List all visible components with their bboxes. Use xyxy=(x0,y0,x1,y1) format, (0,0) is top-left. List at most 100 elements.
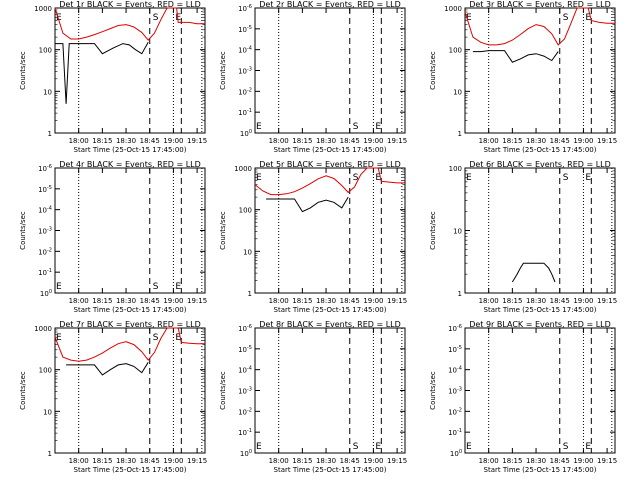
y-axis-label: Counts/sec xyxy=(19,371,27,410)
marker-s-label: S xyxy=(153,333,159,343)
y-tick-label: 1000 xyxy=(444,5,462,13)
marker-s-label: S xyxy=(353,442,359,452)
x-axis-label: Start Time (25-Oct-15 17:45:00) xyxy=(74,306,187,314)
marker-e-left-label: E xyxy=(466,442,472,452)
y-tick-label: 10-1 xyxy=(238,108,252,117)
marker-s-label: S xyxy=(563,442,569,452)
series-events xyxy=(511,262,556,283)
x-tick-label: 19:15 xyxy=(597,137,617,145)
series-lld xyxy=(54,327,205,362)
y-tick-label: 1000 xyxy=(34,5,52,13)
marker-e-label: E xyxy=(375,122,381,132)
x-tick-label: 18:00 xyxy=(269,457,289,465)
y-tick-label: 10 xyxy=(453,228,462,236)
panel-det-1: Det 1r BLACK = Events, RED = LLD 1 10 100 10… xyxy=(19,0,207,154)
marker-e-label: E xyxy=(585,173,591,183)
marker-e-label: E xyxy=(585,13,591,23)
series-events xyxy=(266,196,349,213)
y-tick-label: 10-5 xyxy=(38,185,52,194)
x-tick-label: 19:15 xyxy=(387,137,407,145)
x-tick-label: 18:45 xyxy=(550,457,570,465)
series-events xyxy=(55,42,149,104)
y-tick-label: 10-6 xyxy=(38,164,52,173)
x-tick-label: 18:45 xyxy=(340,297,360,305)
y-tick-label: 10 xyxy=(243,248,252,256)
marker-e-left-label: E xyxy=(466,173,472,183)
y-tick-label: 10-6 xyxy=(448,324,462,333)
y-tick-label: 100 xyxy=(240,129,252,138)
marker-s-label: S xyxy=(153,282,159,292)
y-tick-label: 10-4 xyxy=(38,206,52,215)
marker-e-label: E xyxy=(375,173,381,183)
y-axis-label: Counts/sec xyxy=(219,51,227,90)
y-tick-label: 10-3 xyxy=(238,387,252,396)
x-tick-label: 18:15 xyxy=(292,137,312,145)
y-axis-label: Counts/sec xyxy=(429,51,437,90)
panel-det-5: Det 5r BLACK = Events, RED = LLD 1 10 100 10… xyxy=(219,160,407,314)
marker-e-label: E xyxy=(585,442,591,452)
x-tick-label: 19:15 xyxy=(597,457,617,465)
y-tick-label: 10-2 xyxy=(238,87,252,96)
panel-det-8: Det 8r BLACK = Events, RED = LLD 100 10-1 1… xyxy=(219,320,407,474)
marker-s-label: S xyxy=(563,13,569,23)
panel-title: Det 4r BLACK = Events, RED = LLD xyxy=(59,160,201,169)
x-axis-label: Start Time (25-Oct-15 17:45:00) xyxy=(484,306,597,314)
panel-det-9: Det 9r BLACK = Events, RED = LLD 100 10-1 1… xyxy=(429,320,617,474)
y-axis-label: Counts/sec xyxy=(19,51,27,90)
y-tick-label: 1 xyxy=(48,130,52,138)
marker-e-label: E xyxy=(175,333,181,343)
x-axis-label: Start Time (25-Oct-15 17:45:00) xyxy=(484,146,597,154)
x-tick-label: 19:15 xyxy=(187,297,207,305)
y-tick-label: 10 xyxy=(453,88,462,96)
x-tick-label: 18:45 xyxy=(550,297,570,305)
y-axis-label: Counts/sec xyxy=(19,211,27,250)
panel-title: Det 9r BLACK = Events, RED = LLD xyxy=(469,320,611,329)
series-events xyxy=(66,362,149,376)
panel-title: Det 8r BLACK = Events, RED = LLD xyxy=(259,320,401,329)
x-tick-label: 18:30 xyxy=(526,137,546,145)
x-tick-label: 18:30 xyxy=(526,457,546,465)
x-axis-label: Start Time (25-Oct-15 17:45:00) xyxy=(274,306,387,314)
plot-frame xyxy=(54,327,206,454)
y-tick-label: 10-1 xyxy=(238,428,252,437)
plot-frame xyxy=(464,167,616,294)
marker-e-left-label: E xyxy=(56,282,62,292)
y-tick-label: 1 xyxy=(458,130,462,138)
marker-e-left-label: E xyxy=(256,442,262,452)
x-tick-label: 18:30 xyxy=(526,297,546,305)
x-axis-label: Start Time (25-Oct-15 17:45:00) xyxy=(274,146,387,154)
y-axis-label: Counts/sec xyxy=(219,371,227,410)
x-tick-label: 18:30 xyxy=(316,297,336,305)
x-tick-label: 18:15 xyxy=(292,297,312,305)
x-tick-label: 18:00 xyxy=(479,137,499,145)
x-tick-label: 19:00 xyxy=(573,457,593,465)
x-tick-label: 18:45 xyxy=(140,297,160,305)
marker-e-label: E xyxy=(175,13,181,23)
plot-frame xyxy=(254,167,406,294)
x-tick-label: 19:15 xyxy=(597,297,617,305)
y-tick-label: 100 xyxy=(39,367,52,375)
y-tick-label: 1 xyxy=(48,450,52,458)
x-tick-label: 19:00 xyxy=(363,137,383,145)
marker-e-label: E xyxy=(375,442,381,452)
panel-title: Det 7r BLACK = Events, RED = LLD xyxy=(59,320,201,329)
plot-frame xyxy=(254,7,406,134)
x-tick-label: 18:00 xyxy=(269,137,289,145)
plot-frame xyxy=(464,7,616,134)
series-lld xyxy=(54,7,205,41)
y-tick-label: 10 xyxy=(43,408,52,416)
panel-det-6: Det 6r BLACK = Events, RED = LLD 1 10 100 Co… xyxy=(429,160,617,314)
x-tick-label: 18:45 xyxy=(140,457,160,465)
x-tick-label: 19:15 xyxy=(187,137,207,145)
y-tick-label: 100 xyxy=(239,207,252,215)
marker-e-left-label: E xyxy=(466,13,472,23)
y-tick-label: 10-3 xyxy=(238,67,252,76)
x-tick-label: 18:30 xyxy=(116,297,136,305)
y-tick-label: 10-1 xyxy=(448,428,462,437)
y-tick-label: 10-4 xyxy=(238,366,252,375)
panel-title: Det 6r BLACK = Events, RED = LLD xyxy=(469,160,611,169)
plot-frame xyxy=(54,167,206,294)
x-tick-label: 18:30 xyxy=(316,137,336,145)
marker-s-label: S xyxy=(353,122,359,132)
